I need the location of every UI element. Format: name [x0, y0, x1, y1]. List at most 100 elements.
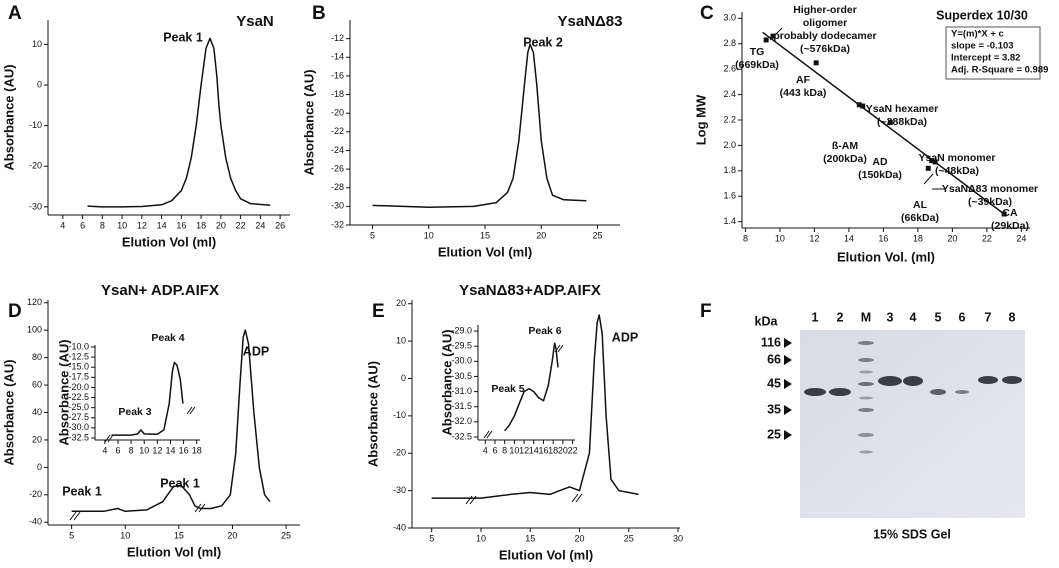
- y-tick-label: 3.0: [723, 13, 736, 23]
- x-tick-label: 18: [192, 445, 202, 455]
- x-tick-label: 16: [878, 233, 888, 243]
- x-tick-label: 22: [236, 220, 246, 230]
- x-tick-label: 20: [536, 230, 546, 240]
- x-tick-label: 16: [179, 445, 189, 455]
- gel-background: [800, 330, 1025, 518]
- point-label: CA: [1002, 207, 1018, 219]
- point-label: probably dodecamer: [773, 30, 876, 42]
- point-label: YsaNΔ83 monomer: [942, 183, 1038, 195]
- y-tick-label: 40: [32, 407, 42, 417]
- x-tick-label: 15: [525, 533, 535, 543]
- y-tick-label: -31.0: [451, 386, 472, 396]
- panel-label: B: [312, 3, 326, 24]
- annotation: Peak 3: [118, 406, 151, 418]
- point: [860, 103, 866, 109]
- x-tick-label: 18: [196, 220, 206, 230]
- x-tick-label: 10: [775, 233, 785, 243]
- line: [87, 37, 271, 208]
- x-tick-label: 8: [100, 220, 105, 230]
- x-tick-label: 25: [592, 230, 602, 240]
- point: [770, 33, 776, 39]
- annotation: ADP: [243, 344, 269, 358]
- panel-label: D: [8, 301, 22, 322]
- x-tick-label: 14: [844, 233, 854, 243]
- y-tick-label: 2.8: [723, 38, 736, 48]
- x-tick-label: 5: [69, 530, 74, 540]
- y-tick-label: -20: [29, 161, 42, 171]
- y-tick-label: 2.0: [723, 140, 736, 150]
- lane-label: M: [861, 310, 871, 324]
- point-label: (443 kDa): [780, 87, 827, 99]
- y-tick-label: 20: [32, 434, 42, 444]
- line: [111, 361, 184, 436]
- y-tick-label: -18: [331, 89, 344, 99]
- x-tick-label: 15: [174, 530, 184, 540]
- x-axis-label: Elution Vol (ml): [499, 547, 593, 562]
- chart-title: YsaNΔ83: [558, 13, 623, 30]
- x-tick-label: 8: [129, 445, 134, 455]
- x-tick-label: 10: [139, 445, 149, 455]
- y-tick-label: -40: [393, 522, 406, 532]
- y-axis-label: Log MW: [693, 94, 708, 145]
- x-tick-label: 14: [529, 445, 539, 455]
- point-label: (66kDa): [901, 212, 939, 224]
- annotation: Peak 5: [491, 383, 524, 395]
- gel-unit: kDa: [755, 314, 779, 328]
- marker-arrow: [784, 430, 792, 440]
- x-tick-label: 4: [60, 220, 65, 230]
- y-tick-label: -10: [29, 120, 42, 130]
- y-tick-label: -14: [331, 52, 344, 62]
- x-tick-label: 22: [982, 233, 992, 243]
- lane-label: 5: [935, 310, 942, 324]
- y-tick-label: 2.6: [723, 64, 736, 74]
- fit-text: Adj. R-Square = 0.989: [951, 65, 1048, 76]
- x-tick-label: 8: [502, 445, 507, 455]
- x-tick-label: 16: [538, 445, 548, 455]
- point-label: TG: [750, 46, 765, 58]
- marker-label: 66: [767, 352, 781, 366]
- annotation: Peak 1: [163, 30, 203, 44]
- x-tick-label: 15: [480, 230, 490, 240]
- x-tick-label: 24: [1016, 233, 1026, 243]
- y-tick-label: -15.0: [68, 362, 89, 372]
- point-label: (150kDa): [858, 169, 902, 181]
- marker-arrow: [784, 405, 792, 415]
- point-label: AD: [872, 156, 888, 168]
- y-tick-label: -20: [393, 448, 406, 458]
- fit-text: Y=(m)*X + c: [951, 29, 1004, 40]
- point-label: YsaN monomer: [918, 152, 995, 164]
- point-label: (~288kDa): [877, 116, 927, 128]
- y-tick-label: -17.5: [68, 372, 89, 382]
- point-label: (200kDa): [823, 153, 867, 165]
- y-tick-label: -27.5: [68, 412, 89, 422]
- annotation: Peak 1: [160, 476, 200, 490]
- x-tick-label: 30: [673, 533, 683, 543]
- y-tick-label: 0: [37, 79, 42, 89]
- line: [71, 329, 271, 513]
- x-axis-label: Elution Vol (ml): [122, 234, 216, 249]
- lane-label: 7: [985, 310, 992, 324]
- y-tick-label: -25.0: [68, 402, 89, 412]
- x-tick-label: 12: [137, 220, 147, 230]
- annotation: Peak 2: [523, 35, 563, 49]
- y-tick-label: -32.5: [451, 431, 472, 441]
- y-tick-label: -20.0: [68, 382, 89, 392]
- chart-title: YsaNΔ83+ADP.AIFX: [459, 282, 601, 299]
- x-tick-label: 22: [568, 445, 578, 455]
- x-tick-label: 20: [947, 233, 957, 243]
- y-tick-label: -30.5: [451, 371, 472, 381]
- y-tick-label: -29.0: [451, 325, 472, 335]
- x-tick-label: 10: [117, 220, 127, 230]
- chart-title: YsaN+ ADP.AIFX: [101, 282, 219, 299]
- fit-text: slope = -0.103: [951, 41, 1014, 52]
- x-tick-label: 18: [548, 445, 558, 455]
- lane-label: 4: [910, 310, 917, 324]
- annotation: ADP: [612, 330, 638, 344]
- y-tick-label: -40: [29, 517, 42, 527]
- point: [813, 60, 819, 66]
- x-tick-label: 4: [483, 445, 488, 455]
- y-tick-label: 100: [27, 325, 42, 335]
- marker-label: 45: [767, 376, 781, 390]
- y-tick-label: 60: [32, 379, 42, 389]
- y-tick-label: 120: [27, 297, 42, 307]
